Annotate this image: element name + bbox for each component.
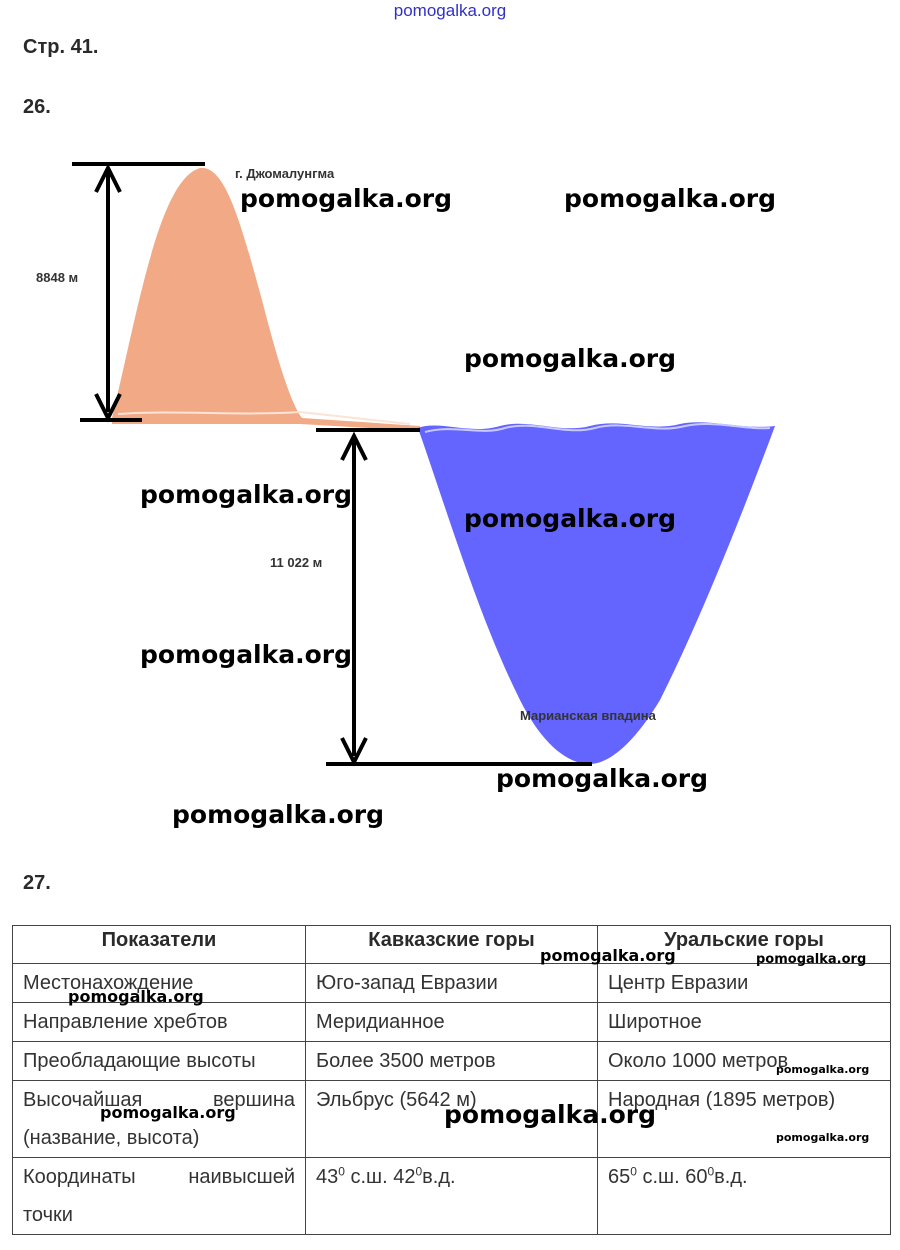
param-cell: Преобладающие высоты [12, 1041, 306, 1081]
mariana-trench-shape [418, 422, 775, 764]
watermark: pomogalka.org [464, 504, 677, 533]
degree-sup: 0 [707, 1164, 715, 1179]
param-word: вершина [212, 1089, 295, 1111]
trench-arrow-head-up [340, 431, 368, 461]
watermark: pomogalka.org [444, 1100, 657, 1129]
table-row: Местонахождение Юго-запад Евразии Центр … [12, 963, 891, 1003]
mountains-comparison-table: Показатели Кавказские горы Уральские гор… [12, 925, 891, 1235]
table-row: Высочайшая вершина (название, высота) Эль… [12, 1080, 891, 1158]
param-word: Координаты [23, 1166, 136, 1188]
degree-sup: 0 [630, 1164, 637, 1179]
watermark: pomogalka.org [240, 184, 453, 213]
param-cell: Координаты наивысшей точки [12, 1157, 306, 1235]
trench-label: Марианская впадина [520, 708, 656, 723]
coord-value: в.д. [422, 1166, 456, 1188]
param-line: (название, высота) [23, 1127, 200, 1149]
column-header: Уральские горы [597, 925, 891, 964]
page-label: Стр. 41. [23, 36, 99, 58]
coord-value: с.ш. 42 [344, 1166, 416, 1188]
watermark: pomogalka.org [756, 952, 867, 967]
coord-value: 65 [608, 1166, 631, 1188]
degree-sup: 0 [338, 1164, 345, 1179]
caucasus-cell: Более 3500 метров [305, 1041, 598, 1081]
everest-arrow-head-down [94, 393, 122, 423]
caucasus-cell: Эльбрус (5642 м) [305, 1080, 598, 1158]
watermark: pomogalka.org [100, 1103, 236, 1122]
watermark: pomogalka.org [140, 480, 353, 509]
everest-mountain-shape [112, 167, 420, 431]
table-row: Координаты наивысшей точки 430 с.ш. 420в.… [12, 1157, 891, 1235]
table-row: Преобладающие высоты Более 3500 метров О… [12, 1041, 891, 1081]
column-header: Кавказские горы [305, 925, 598, 964]
everest-height-label: 8848 м [36, 270, 79, 285]
watermark: pomogalka.org [464, 344, 677, 373]
param-line: точки [23, 1204, 73, 1226]
table-header-row: Показатели Кавказские горы Уральские гор… [12, 925, 891, 964]
degree-sup: 0 [415, 1164, 423, 1179]
coord-value: с.ш. 60 [636, 1166, 708, 1188]
water-surface-highlight [424, 423, 771, 433]
trench-depth-label: 11 022 м [270, 555, 323, 570]
watermark: pomogalka.org [496, 764, 709, 793]
trench-arrow-head-down [340, 737, 368, 767]
watermark: pomogalka.org [776, 1063, 870, 1076]
task-26-number: 26. [23, 96, 51, 118]
watermark: pomogalka.org [140, 640, 353, 669]
task-27-number: 27. [23, 872, 51, 894]
height-depth-diagram [72, 162, 775, 767]
watermark: pomogalka.org [564, 184, 777, 213]
coord-value: в.д. [714, 1166, 748, 1188]
param-cell: Направление хребтов [12, 1002, 306, 1042]
urals-cell: 650 с.ш. 600в.д. [597, 1157, 891, 1235]
everest-arrow-head-up [94, 163, 122, 193]
table-row: Направление хребтов Меридианное Широтное [12, 1002, 891, 1042]
watermark: pomogalka.org [172, 800, 385, 829]
param-cell: Высочайшая вершина (название, высота) [12, 1080, 306, 1158]
param-cell: Местонахождение [12, 963, 306, 1003]
watermark: pomogalka.org [68, 987, 204, 1006]
urals-cell: Центр Евразии [597, 963, 891, 1003]
everest-label: г. Джомалунгма [235, 166, 335, 181]
caucasus-cell: Юго-запад Евразии [305, 963, 598, 1003]
watermark: pomogalka.org [540, 946, 676, 965]
caucasus-cell: Меридианное [305, 1002, 598, 1042]
param-word: Высочайшая [23, 1089, 143, 1111]
urals-cell: Широтное [597, 1002, 891, 1042]
caucasus-cell: 430 с.ш. 420в.д. [305, 1157, 598, 1235]
ground-line-highlight [117, 410, 411, 425]
urals-cell: Около 1000 метров [597, 1041, 891, 1081]
param-word: наивысшей [188, 1166, 295, 1188]
site-header[interactable]: pomogalka.org [393, 1, 507, 20]
column-header: Показатели [12, 925, 306, 964]
coord-value: 43 [316, 1166, 339, 1188]
watermark: pomogalka.org [776, 1131, 870, 1144]
